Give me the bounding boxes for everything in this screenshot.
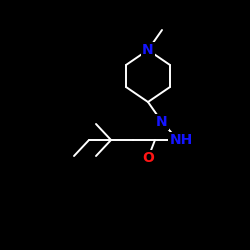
Text: N: N [156, 115, 168, 129]
Text: O: O [142, 151, 154, 165]
Text: NH: NH [170, 133, 192, 147]
Text: N: N [142, 43, 154, 57]
